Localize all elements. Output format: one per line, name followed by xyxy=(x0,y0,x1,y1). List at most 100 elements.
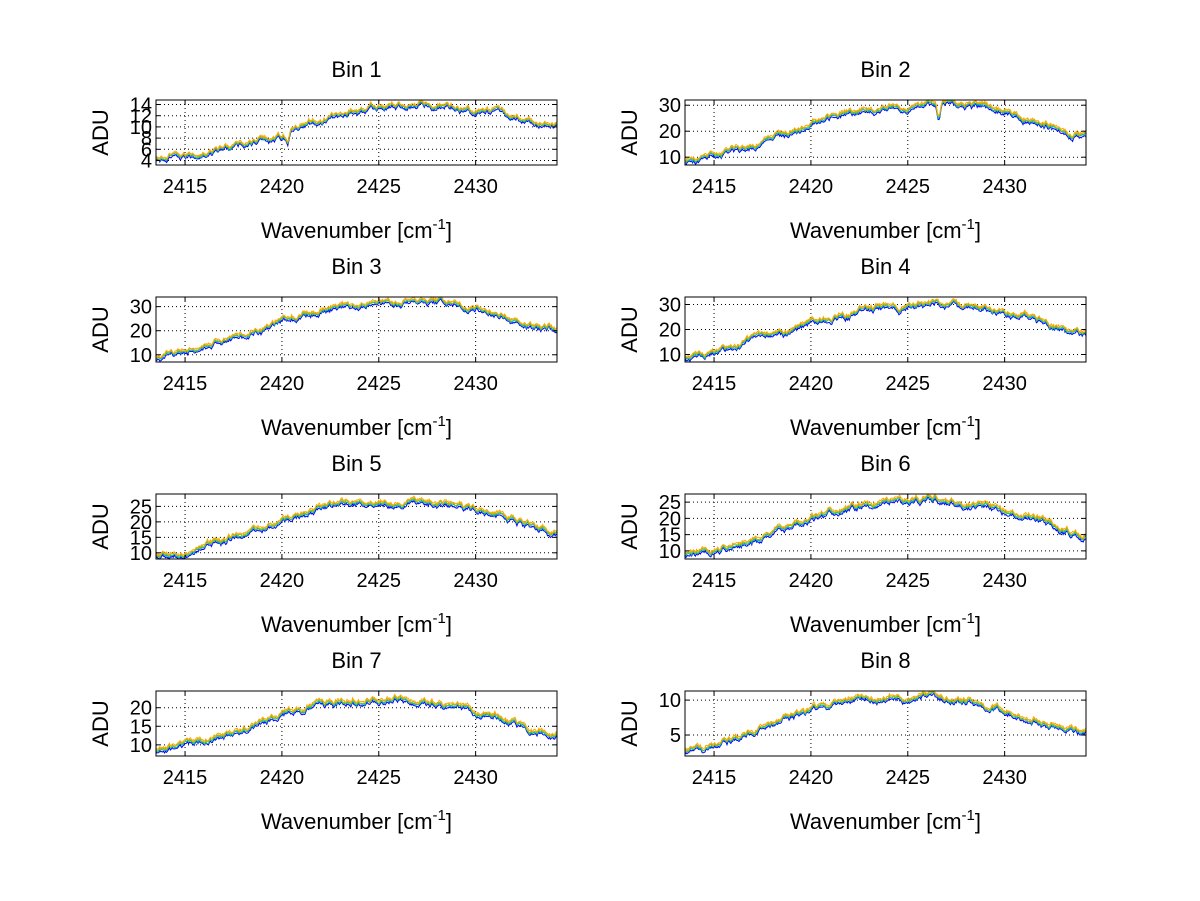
x-tick-label: 2430 xyxy=(982,767,1027,789)
axes-frame xyxy=(155,296,558,363)
x-axis-label-superscript: -1 xyxy=(433,807,446,824)
axes-frame xyxy=(684,493,1087,560)
x-axis-label: Wavenumber [cm-1] xyxy=(790,216,981,243)
x-axis-label: Wavenumber [cm-1] xyxy=(261,610,452,637)
x-tick-label: 2430 xyxy=(453,570,498,592)
y-tick-label: 20 xyxy=(130,512,152,534)
spectrum-line xyxy=(684,99,1087,164)
y-tick-label: 15 xyxy=(130,716,152,738)
subplot-bin-2: 2415 2420 2425 2430 10 20 30 Bin 2 Wavenumber [c… xyxy=(617,57,1087,243)
y-tick-label: 12 xyxy=(130,106,152,128)
spectrum-line xyxy=(155,693,558,751)
x-axis-label: Wavenumber [cm-1] xyxy=(261,216,452,243)
spectrum-line xyxy=(155,298,558,362)
x-axis-label-end: ] xyxy=(975,612,981,637)
x-tick-label: 2425 xyxy=(886,767,931,789)
y-tick-label: 25 xyxy=(130,496,152,518)
x-axis-label: Wavenumber [cm-1] xyxy=(261,807,452,834)
x-tick-label: 2425 xyxy=(886,373,931,395)
x-tick-label: 2415 xyxy=(692,570,737,592)
y-axis-label: ADU xyxy=(617,503,642,549)
x-axis-label: Wavenumber [cm-1] xyxy=(790,413,981,440)
x-tick-label: 2430 xyxy=(982,176,1027,198)
x-axis-label-text: Wavenumber [cm xyxy=(261,809,433,834)
axes-frame xyxy=(684,690,1087,757)
y-tick-label: 10 xyxy=(659,541,681,563)
spectrum-line xyxy=(685,100,1087,166)
x-tick-label: 2430 xyxy=(453,767,498,789)
x-tick-label: 2415 xyxy=(692,373,737,395)
y-tick-label: 25 xyxy=(659,492,681,514)
subplot-title: Bin 5 xyxy=(331,451,381,476)
spectrum-line xyxy=(155,99,558,160)
y-tick-label: 30 xyxy=(659,95,681,117)
spectrum-line xyxy=(684,298,1087,358)
x-tick-label: 2425 xyxy=(886,176,931,198)
x-axis-label-text: Wavenumber [cm xyxy=(261,612,433,637)
y-tick-label: 4 xyxy=(141,151,152,173)
x-tick-label: 2425 xyxy=(886,570,931,592)
y-tick-label: 5 xyxy=(670,725,681,747)
y-axis-label: ADU xyxy=(88,503,113,549)
subplot-title: Bin 2 xyxy=(860,57,910,82)
x-tick-label: 2430 xyxy=(982,570,1027,592)
x-tick-label: 2415 xyxy=(163,570,208,592)
x-axis-label-superscript: -1 xyxy=(962,216,975,233)
subplot-title: Bin 6 xyxy=(860,451,910,476)
subplot-bin-4: 2415 2420 2425 2430 10 20 30 Bin 4 Wavenumber [c… xyxy=(617,254,1087,440)
x-tick-label: 2420 xyxy=(789,570,834,592)
x-axis-label-superscript: -1 xyxy=(962,413,975,430)
axes-frame xyxy=(155,99,558,166)
x-tick-label: 2420 xyxy=(789,373,834,395)
x-axis-label-end: ] xyxy=(446,809,452,834)
y-axis-label: ADU xyxy=(88,306,113,352)
x-axis-label-superscript: -1 xyxy=(433,216,446,233)
spectrum-line xyxy=(155,497,558,559)
x-tick-label: 2425 xyxy=(357,767,402,789)
x-tick-label: 2415 xyxy=(692,767,737,789)
spectrum-line xyxy=(155,100,558,161)
spectrum-line xyxy=(684,301,1087,363)
x-axis-label-text: Wavenumber [cm xyxy=(790,612,962,637)
x-tick-label: 2415 xyxy=(163,176,208,198)
subplot-title: Bin 7 xyxy=(331,648,381,673)
subplot-title: Bin 3 xyxy=(331,254,381,279)
spectrum-line xyxy=(684,493,1087,554)
y-tick-label: 30 xyxy=(130,297,152,319)
x-tick-label: 2425 xyxy=(357,176,402,198)
y-tick-label: 10 xyxy=(659,147,681,169)
y-tick-label: 20 xyxy=(130,321,152,343)
x-axis-label: Wavenumber [cm-1] xyxy=(790,807,981,834)
y-axis-label: ADU xyxy=(88,700,113,746)
x-axis-label-end: ] xyxy=(446,218,452,243)
y-tick-label: 30 xyxy=(659,295,681,317)
x-tick-label: 2420 xyxy=(789,176,834,198)
y-tick-label: 14 xyxy=(130,94,152,116)
y-tick-label: 10 xyxy=(130,345,152,367)
x-tick-label: 2420 xyxy=(260,176,305,198)
x-tick-label: 2420 xyxy=(789,767,834,789)
axes-frame xyxy=(155,690,558,757)
spectrum-line xyxy=(684,690,1087,752)
y-axis-label: ADU xyxy=(617,306,642,352)
x-tick-label: 2415 xyxy=(692,176,737,198)
y-axis-label: ADU xyxy=(617,109,642,155)
x-tick-label: 2430 xyxy=(982,373,1027,395)
x-tick-label: 2420 xyxy=(260,767,305,789)
x-axis-label: Wavenumber [cm-1] xyxy=(790,610,981,637)
spectrum-line xyxy=(684,496,1087,559)
spectrum-line xyxy=(155,495,558,556)
x-axis-label-text: Wavenumber [cm xyxy=(261,218,433,243)
x-axis-label-superscript: -1 xyxy=(433,610,446,627)
x-axis-label-text: Wavenumber [cm xyxy=(790,415,962,440)
y-tick-label: 20 xyxy=(130,698,152,720)
axes-frame xyxy=(155,493,558,560)
y-tick-label: 10 xyxy=(130,735,152,757)
x-axis-label-superscript: -1 xyxy=(433,413,446,430)
x-axis-label-text: Wavenumber [cm xyxy=(790,218,962,243)
x-tick-label: 2415 xyxy=(163,373,208,395)
x-axis-label-text: Wavenumber [cm xyxy=(790,809,962,834)
